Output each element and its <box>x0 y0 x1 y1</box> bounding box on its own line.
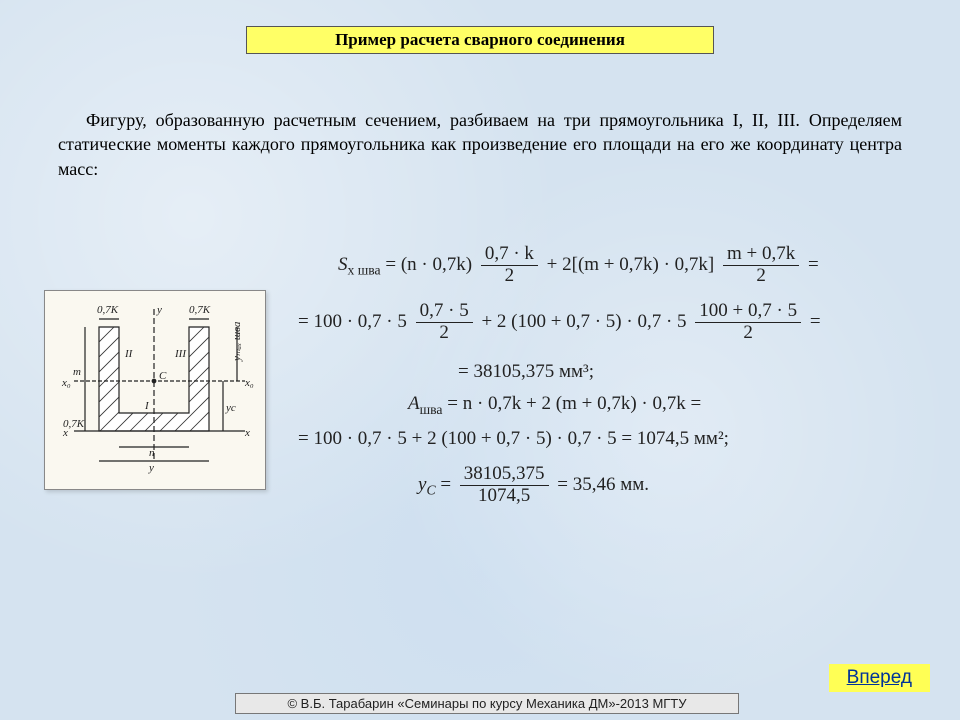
dim-n: n <box>149 447 155 459</box>
axis-x0-left: x₀ <box>61 377 71 389</box>
dim-07k-tr: 0,7K <box>189 304 211 316</box>
footer-credit: © В.Б. Тарабарин «Семинары по курсу Меха… <box>235 693 739 714</box>
axis-y: y <box>156 304 162 316</box>
point-c: C <box>159 370 167 382</box>
axis-y-bottom: y <box>148 462 154 474</box>
forward-link[interactable]: Вперед <box>829 664 930 692</box>
region-i: I <box>144 400 150 412</box>
equations-block: Sx шва = (n · 0,7k) 0,7 · k2 + 2[(m + 0,… <box>338 236 918 515</box>
dim-m: m <box>73 366 81 378</box>
eq-sx-result: = 38105,375 мм³; <box>458 362 918 383</box>
eq-sx-line2: = 100 · 0,7 · 5 0,7 · 52 + 2 (100 + 0,7 … <box>298 301 918 344</box>
axis-x0-right: x₀ <box>244 377 254 389</box>
page-title: Пример расчета сварного соединения <box>246 26 714 54</box>
eq-a-line1: Aшва = n · 0,7k + 2 (m + 0,7k) · 0,7k = <box>408 394 918 417</box>
cross-section-diagram: 0,7K 0,7K y m 0,7K x₀ x₀ x x C II III I … <box>44 290 266 490</box>
dim-07k-tl: 0,7K <box>97 304 119 316</box>
body-paragraph: Фигуру, образованную расчетным сечением,… <box>58 108 902 181</box>
axis-x-right: x <box>244 427 250 439</box>
region-ii: II <box>124 348 134 360</box>
dim-ymax: yₘₐₓ шва <box>231 321 243 362</box>
dim-yc: yc <box>225 402 236 414</box>
eq-yc: yC = 38105,3751074,5 = 35,46 мм. <box>418 464 918 507</box>
axis-x-left: x <box>62 427 68 439</box>
eq-a-line2: = 100 · 0,7 · 5 + 2 (100 + 0,7 · 5) · 0,… <box>298 429 918 450</box>
region-iii: III <box>174 348 187 360</box>
eq-sx-line1: Sx шва = (n · 0,7k) 0,7 · k2 + 2[(m + 0,… <box>338 244 918 287</box>
